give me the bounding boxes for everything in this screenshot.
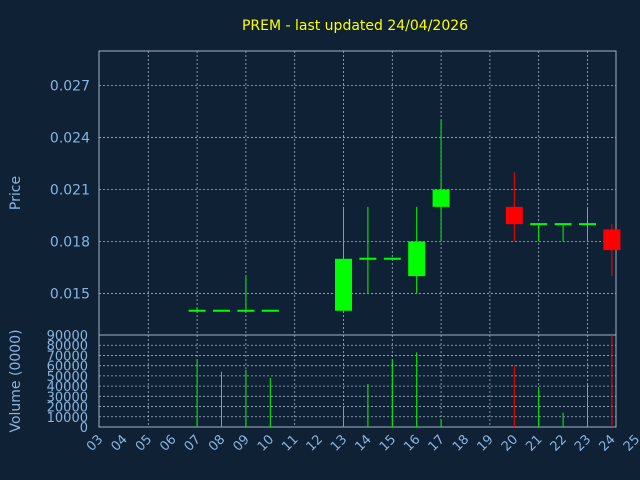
volume-tick-label: 20000 — [47, 401, 88, 416]
volume-axis-label: Volume (0000) — [8, 329, 24, 432]
day-tick-label: 14 — [352, 432, 374, 454]
day-tick-label: 23 — [572, 432, 594, 454]
price-axis-label: Price — [8, 176, 24, 210]
volume-tick-label: 10000 — [47, 411, 88, 426]
day-tick-label: 19 — [474, 432, 496, 454]
day-tick-label: 11 — [279, 432, 301, 454]
volume-tick-label: 80000 — [47, 339, 88, 354]
day-tick-label: 21 — [523, 432, 545, 454]
price-tick-label: 0.021 — [50, 183, 90, 199]
day-axis-ticks: 03 04 05 06 07 08 09 10 11 12 13 14 15 16 17 18 19 20 21 22… — [84, 432, 640, 454]
day-tick-label: 15 — [377, 432, 399, 454]
price-candles — [188, 120, 621, 313]
day-tick-label: 13 — [328, 432, 350, 454]
day-tick-label: 07 — [182, 432, 204, 454]
price-tick-label: 0.018 — [50, 234, 90, 250]
candle-body — [408, 241, 426, 277]
volume-axis-ticks: 0100002000030000400005000060000700008000… — [47, 329, 88, 436]
day-tick-label: 10 — [255, 432, 277, 454]
candle-body — [505, 206, 523, 225]
volume-tick-label: 40000 — [47, 380, 88, 395]
volume-tick-label: 90000 — [47, 329, 88, 344]
day-tick-label: 06 — [157, 432, 179, 454]
candle-body — [432, 189, 450, 207]
day-tick-label: 24 — [596, 432, 618, 454]
candle-body — [335, 258, 352, 311]
volume-bars — [196, 335, 613, 427]
day-axis-label: Day — [334, 459, 362, 475]
volume-tick-label: 0 — [80, 421, 88, 436]
day-tick-label: 20 — [499, 432, 521, 454]
day-tick-label: 25 — [621, 432, 640, 454]
day-tick-label: 12 — [304, 432, 326, 454]
day-tick-label: 18 — [450, 432, 472, 454]
day-tick-label: 09 — [230, 432, 252, 454]
price-tick-label: 0.024 — [50, 131, 90, 147]
volume-tick-label: 50000 — [47, 370, 88, 385]
day-tick-label: 22 — [548, 432, 570, 454]
price-gridlines — [99, 51, 616, 335]
day-tick-label: 17 — [426, 432, 448, 454]
day-tick-label: 04 — [108, 432, 130, 454]
chart-title: PREM - last updated 24/04/2026 — [242, 18, 468, 34]
day-tick-label: 16 — [401, 432, 423, 454]
day-tick-label: 05 — [133, 432, 155, 454]
price-tick-label: 0.015 — [50, 286, 90, 302]
volume-panel-frame — [98, 334, 617, 428]
candle-body — [603, 229, 621, 251]
price-tick-label: 0.027 — [50, 79, 90, 95]
volume-tick-label: 30000 — [47, 390, 88, 405]
day-tick-label: 08 — [206, 432, 228, 454]
price-axis-ticks: 0.015 0.018 0.021 0.024 0.027 — [50, 79, 90, 303]
volume-tick-label: 70000 — [47, 349, 88, 364]
volume-tick-label: 60000 — [47, 360, 88, 375]
